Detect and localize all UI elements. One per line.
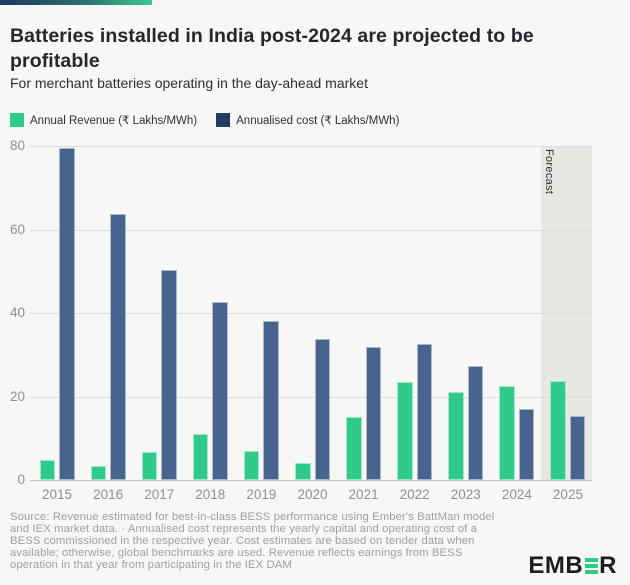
legend-item-revenue: Annual Revenue (₹ Lakhs/MWh) <box>10 113 197 127</box>
x-axis-tick-label: 2018 <box>195 487 226 502</box>
legend-item-cost: Annualised cost (₹ Lakhs/MWh) <box>216 113 399 127</box>
bar-cost-2021 <box>365 346 382 480</box>
gridline <box>30 146 592 147</box>
bar-revenue-2020 <box>295 462 311 480</box>
x-axis-tick-label: 2021 <box>348 487 379 502</box>
bar-cost-2022 <box>416 343 433 480</box>
y-axis-tick-label: 60 <box>9 221 25 237</box>
x-axis-tick-label: 2023 <box>450 487 481 502</box>
bar-cost-2017 <box>161 269 177 480</box>
bar-cost-2023 <box>467 365 484 480</box>
x-axis-tick-label: 2017 <box>144 487 175 502</box>
bar-revenue-2024 <box>499 386 515 480</box>
page-subtitle: For merchant batteries operating in the … <box>10 75 368 91</box>
bar-cost-2024 <box>518 409 535 480</box>
x-axis-tick-label: 2015 <box>42 487 73 502</box>
source-note: Source: Revenue estimated for best-in-cl… <box>10 511 495 571</box>
bar-cost-2019 <box>263 321 279 480</box>
gridline <box>30 480 592 481</box>
logo-text-r: R <box>599 552 617 579</box>
forecast-label: Forecast <box>542 149 555 195</box>
x-axis-tick-label: 2022 <box>399 487 430 502</box>
ember-logo: EMB R <box>528 552 617 580</box>
chart-legend: Annual Revenue (₹ Lakhs/MWh) Annualised … <box>10 113 399 127</box>
revenue-swatch-icon <box>10 113 24 127</box>
y-axis-tick-label: 40 <box>9 305 25 320</box>
gridline <box>30 396 592 398</box>
page-title: Batteries installed in India post-2024 a… <box>10 25 534 73</box>
bar-chart: Forecast 0 20 40 60 80 2015 2016 2017 2018 2019 202… <box>0 138 630 512</box>
bar-cost-2025 <box>569 415 586 480</box>
bar-revenue-2015 <box>39 459 56 480</box>
x-axis-tick-label: 2025 <box>552 487 583 502</box>
bar-revenue-2025 <box>550 381 566 480</box>
logo-text-emb: EMB <box>528 552 584 579</box>
legend-label-revenue: Annual Revenue (₹ Lakhs/MWh) <box>30 115 198 127</box>
gridline <box>30 229 592 231</box>
y-axis-tick-label: 80 <box>9 138 25 153</box>
bar-revenue-2022 <box>397 381 413 480</box>
legend-label-cost: Annualised cost (₹ Lakhs/MWh) <box>236 115 400 127</box>
logo-stylized-e-icon <box>584 557 598 575</box>
y-axis-tick-label: 0 <box>17 472 25 487</box>
y-axis-tick-label: 20 <box>9 388 25 404</box>
gridline <box>30 313 592 314</box>
bar-revenue-2018 <box>192 434 209 480</box>
x-axis-tick-label: 2016 <box>93 487 124 502</box>
bar-cost-2018 <box>212 301 228 480</box>
bar-revenue-2016 <box>90 465 107 480</box>
bar-cost-2020 <box>314 338 330 480</box>
bar-revenue-2023 <box>448 391 464 480</box>
x-axis-tick-label: 2019 <box>246 487 277 502</box>
bar-revenue-2019 <box>243 450 260 480</box>
brand-gradient-strip <box>0 0 152 5</box>
x-axis-tick-label: 2024 <box>501 487 532 502</box>
bar-revenue-2021 <box>346 416 362 480</box>
bar-cost-2015 <box>59 148 75 480</box>
cost-swatch-icon <box>216 113 231 127</box>
bar-cost-2016 <box>110 213 126 480</box>
x-axis-tick-label: 2020 <box>297 487 328 502</box>
bar-revenue-2017 <box>141 452 158 480</box>
